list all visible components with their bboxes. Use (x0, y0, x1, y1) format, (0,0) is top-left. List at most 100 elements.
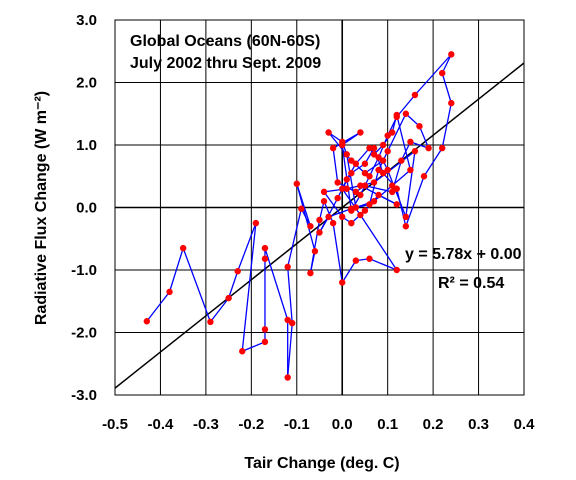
x-tick-label: 0.4 (514, 416, 536, 433)
x-tick-label: 0.2 (423, 416, 444, 433)
connecting-segment (405, 151, 416, 217)
x-axis-title: Tair Change (deg. C) (244, 455, 399, 472)
data-point (284, 263, 291, 271)
data-point (416, 123, 423, 130)
data-point (307, 269, 314, 277)
connecting-segment (373, 150, 416, 184)
data-point (366, 255, 373, 262)
data-point (339, 213, 346, 221)
data-point (402, 223, 410, 230)
connecting-segment (287, 323, 293, 378)
x-tick-label: 0.0 (332, 416, 353, 433)
data-point (325, 129, 332, 136)
data-point (284, 374, 291, 381)
data-point (361, 182, 369, 189)
data-point (343, 151, 350, 158)
data-point (252, 219, 260, 227)
connecting-segment (296, 183, 316, 252)
data-point (357, 211, 364, 219)
data-point (393, 111, 400, 119)
data-point (361, 207, 369, 214)
connecting-segment (396, 188, 407, 227)
connecting-segment (364, 184, 393, 193)
connecting-segment (418, 126, 430, 149)
connecting-segment (237, 222, 257, 272)
data-point (411, 91, 419, 99)
data-point (393, 266, 400, 274)
data-point (239, 348, 246, 355)
regression-line-layer (114, 62, 525, 389)
data-point (261, 326, 269, 333)
data-point (393, 201, 400, 208)
data-point (375, 166, 382, 174)
data-point (379, 157, 387, 164)
connecting-segment (410, 141, 429, 149)
x-tick-label: -0.2 (238, 416, 264, 433)
y-tick-label: 2.0 (76, 75, 97, 92)
data-point (370, 179, 378, 186)
data-point (357, 182, 364, 189)
data-point (366, 173, 373, 180)
data-point (316, 229, 323, 236)
data-point (389, 129, 396, 136)
connecting-segment (287, 266, 293, 324)
regression-equation: y = 5.78x + 0.00 (405, 246, 522, 263)
y-tick-label: 1.0 (76, 137, 97, 154)
data-point (339, 185, 346, 192)
connecting-segment (364, 160, 384, 174)
data-point (448, 99, 455, 107)
connecting-segment (373, 185, 393, 202)
data-point (402, 110, 410, 117)
connecting-segment (441, 72, 452, 104)
data-point (357, 129, 364, 136)
data-point (348, 219, 355, 227)
data-point (343, 176, 350, 183)
connecting-segment (423, 147, 443, 177)
connecting-segment (241, 341, 266, 352)
data-point (261, 338, 269, 346)
data-point (343, 185, 350, 192)
connecting-segment (396, 114, 412, 171)
data-point (402, 213, 410, 221)
data-point (261, 255, 269, 262)
data-point (389, 182, 396, 189)
data-points-layer (143, 51, 455, 381)
data-point (370, 151, 378, 158)
data-point (352, 188, 360, 196)
connecting-segment (341, 188, 361, 216)
connecting-segment (309, 219, 321, 274)
data-point (389, 188, 396, 196)
connecting-segment (332, 131, 361, 149)
data-point (370, 198, 378, 205)
data-point (411, 148, 419, 155)
y-axis-title: Radiative Flux Change (W m⁻²) (33, 91, 50, 325)
connecting-segment (209, 297, 230, 323)
data-point (352, 257, 360, 264)
chart-title-line-1: Global Oceans (60N-60S) (130, 33, 320, 50)
x-tick-label: -0.5 (102, 416, 128, 433)
data-point (307, 223, 314, 230)
data-point (320, 188, 328, 196)
data-point (293, 180, 300, 187)
data-point (398, 157, 405, 164)
connecting-segment (182, 247, 212, 323)
data-point (234, 268, 241, 275)
data-point (384, 132, 391, 139)
x-tick-label: -0.1 (284, 416, 310, 433)
data-point (366, 144, 373, 152)
data-point (375, 191, 382, 199)
data-point (179, 244, 187, 252)
data-point (143, 318, 151, 325)
connecting-segment (146, 291, 171, 322)
x-tick-label: -0.3 (193, 416, 219, 433)
connecting-segment (359, 214, 398, 271)
tick-labels: -0.5 -0.4 -0.3 -0.2 -0.1 0.0 0.1 0.2 0.3 0.4 3.0 2.… (71, 12, 535, 433)
connecting-segment (369, 258, 398, 271)
connecting-segment (391, 169, 411, 187)
data-point (348, 157, 355, 164)
connecting-segment (341, 260, 357, 283)
data-point (352, 160, 360, 167)
y-tick-label: -2.0 (71, 325, 97, 342)
connecting-segment (168, 247, 184, 293)
data-point (379, 169, 387, 177)
